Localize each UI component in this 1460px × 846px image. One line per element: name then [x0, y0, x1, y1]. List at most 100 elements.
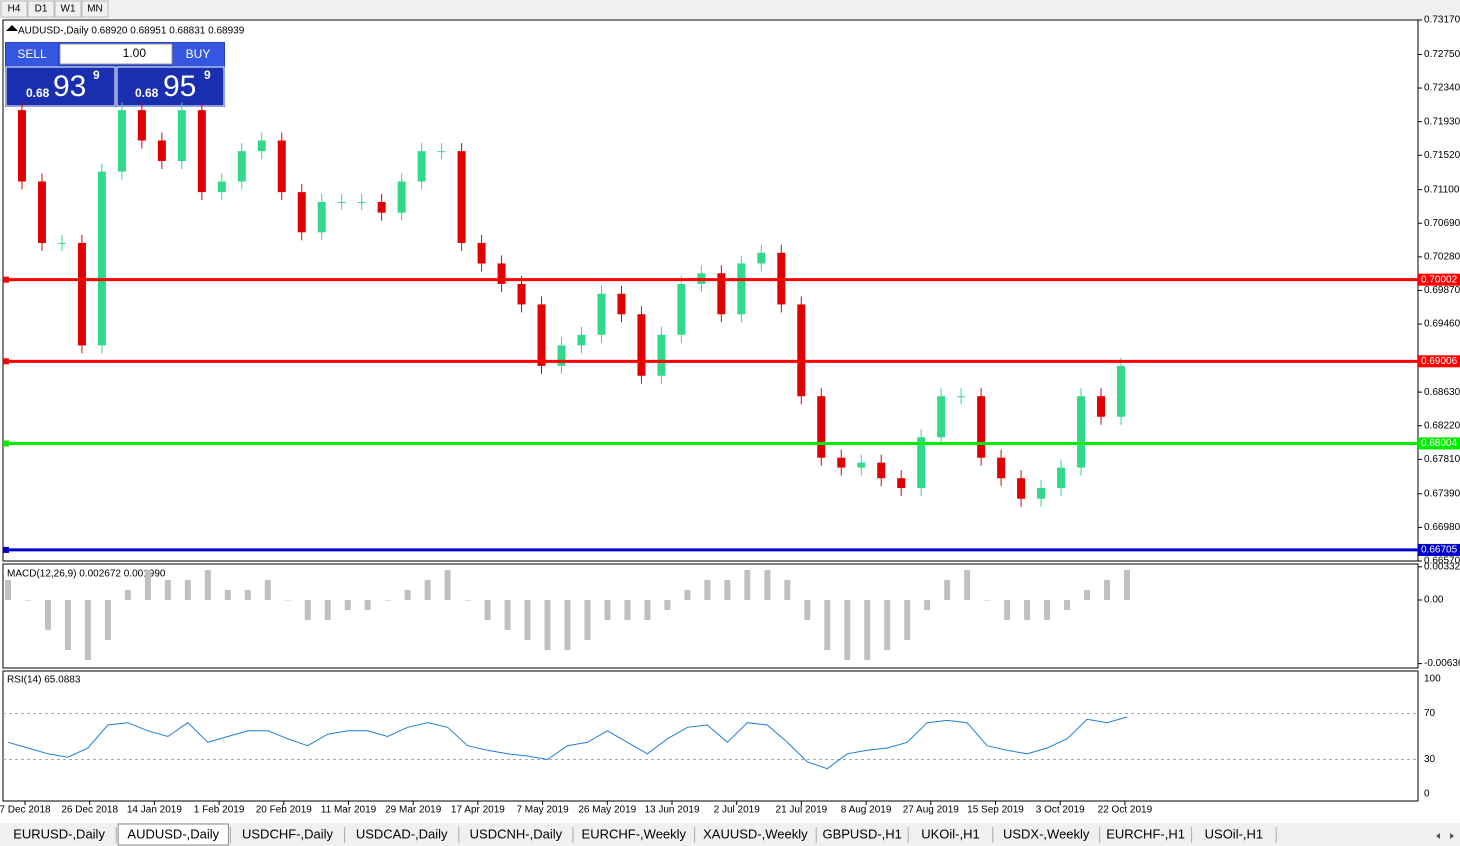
y-tick-label: 0.72750: [1424, 49, 1460, 60]
macd-bar: [384, 600, 391, 601]
candle: [397, 181, 406, 213]
tab-label: EURCHF-,Weekly: [582, 826, 687, 841]
candle: [1117, 365, 1125, 417]
candle: [297, 192, 306, 233]
macd-bar: [5, 580, 11, 600]
symbol-tab[interactable]: [994, 826, 1098, 844]
macd-bar: [984, 600, 991, 601]
rsi-line: [7, 716, 1128, 770]
volume-box[interactable]: [59, 43, 173, 65]
y-tick-label: 0.66980: [1424, 522, 1460, 533]
x-tick-label: 26 May 2019: [578, 805, 636, 816]
candle: [337, 201, 346, 203]
y-tick-label: 0.70280: [1424, 252, 1460, 263]
macd-bar: [904, 600, 911, 640]
timeframe-button[interactable]: [27, 0, 55, 18]
candle: [537, 304, 546, 366]
candle: [37, 181, 46, 243]
symbol-info: AUDUSD-,Daily 0.68920 0.68951 0.68831 0.…: [18, 26, 245, 37]
candle: [97, 171, 106, 346]
level-handle[interactable]: [3, 358, 9, 365]
symbol-tab[interactable]: [1193, 826, 1275, 844]
symbol-tab[interactable]: [1101, 826, 1190, 844]
candle: [677, 283, 686, 335]
timeframe-button[interactable]: [81, 0, 109, 18]
timeframe-button[interactable]: [54, 0, 82, 18]
macd-bar: [1064, 600, 1071, 610]
macd-bar: [24, 600, 31, 601]
bid-point: 9: [93, 68, 100, 82]
scroll-right[interactable]: [1450, 833, 1454, 839]
macd-bar: [244, 590, 251, 600]
macd-bar: [204, 570, 211, 600]
symbol-tab[interactable]: [460, 826, 571, 844]
symbol-tab[interactable]: [575, 826, 693, 844]
y-tick-label: 0.00: [1424, 595, 1444, 606]
tab-label: USDCNH-,Daily: [470, 826, 563, 841]
y-tick-label: 0.69870: [1424, 285, 1460, 296]
symbol-tab[interactable]: [346, 826, 457, 844]
timeframe-button[interactable]: [0, 0, 28, 18]
bid-box[interactable]: [5, 66, 116, 107]
candle: [997, 457, 1006, 479]
candle: [457, 151, 466, 243]
level-tag: [1418, 355, 1460, 368]
sell-button[interactable]: [6, 43, 58, 66]
volume: 1.00: [123, 46, 147, 60]
buy-button[interactable]: [173, 43, 224, 66]
candle: [657, 334, 666, 376]
symbol-tab[interactable]: [4, 826, 115, 844]
macd-bar: [804, 600, 811, 620]
symbol-tab[interactable]: [910, 826, 991, 844]
candle: [637, 314, 646, 376]
ask-big: 0.68: [135, 86, 159, 100]
candle: [197, 110, 206, 193]
collapse-icon[interactable]: [6, 25, 18, 31]
ask-box[interactable]: [116, 66, 225, 107]
macd-bar: [84, 600, 91, 660]
candle: [217, 181, 226, 193]
candle: [497, 263, 506, 284]
macd-bar: [964, 570, 971, 600]
symbol-tab[interactable]: [117, 823, 229, 846]
candle: [277, 140, 286, 193]
level-handle[interactable]: [3, 276, 9, 283]
level-handle[interactable]: [3, 440, 9, 447]
level-label: 0.70002: [1421, 274, 1458, 285]
symbol-tab[interactable]: [818, 826, 907, 844]
candle: [317, 201, 326, 233]
candle: [757, 252, 766, 264]
macd-bar: [224, 590, 231, 600]
candle: [817, 396, 826, 458]
macd-bar: [544, 600, 551, 650]
y-tick-label: 0.71520: [1424, 150, 1460, 161]
bid-big: 0.68: [26, 86, 50, 100]
macd-bar: [944, 580, 951, 600]
x-tick-label: 3 Oct 2019: [1036, 805, 1085, 816]
symbol-tab[interactable]: [696, 826, 815, 844]
y-tick-label: 30: [1424, 754, 1436, 765]
symbol-tab[interactable]: [232, 826, 343, 844]
y-tick-label: 0.66570: [1424, 556, 1460, 567]
candle: [417, 151, 426, 182]
x-tick-label: 21 Jul 2019: [776, 805, 828, 816]
candle: [1017, 478, 1026, 499]
macd-bar: [444, 570, 451, 600]
level-label: 0.66705: [1421, 545, 1458, 556]
ask-point: 9: [204, 68, 211, 82]
candle: [357, 201, 366, 203]
macd-bar: [1084, 590, 1091, 600]
scroll-left[interactable]: [1436, 833, 1440, 839]
y-tick-label: 0.67390: [1424, 488, 1460, 499]
timeframe-label: H4: [8, 4, 21, 15]
y-tick-label: 0: [1424, 789, 1430, 800]
macd-bar: [504, 600, 511, 630]
macd-bar: [64, 600, 71, 650]
tab-label: UKOil-,H1: [921, 826, 980, 841]
level-handle[interactable]: [3, 546, 9, 553]
candle: [177, 110, 186, 161]
tab-label: AUDUSD-,Daily: [127, 826, 219, 841]
macd-bar: [524, 600, 531, 640]
candle: [1057, 467, 1066, 489]
